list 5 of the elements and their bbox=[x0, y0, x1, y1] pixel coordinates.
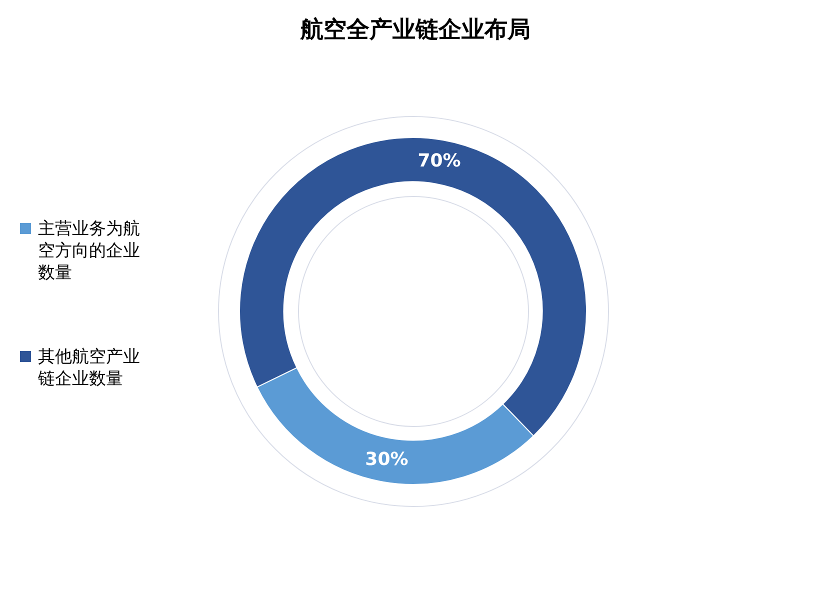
data-label: 70% bbox=[418, 150, 461, 172]
chart-title: 航空全产业链企业布局 bbox=[299, 16, 532, 45]
legend-label: 其他航空产业链企业数量 bbox=[38, 346, 141, 390]
legend-label: 主营业务为航空方向的企业数量 bbox=[38, 218, 141, 284]
data-label: 30% bbox=[365, 448, 408, 470]
